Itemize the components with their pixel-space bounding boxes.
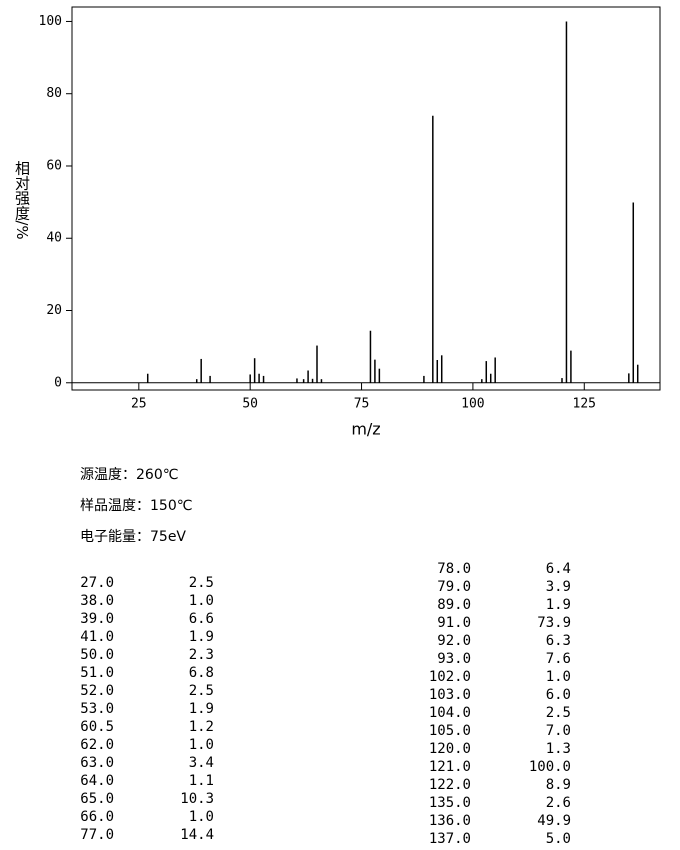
intensity: 2.3 — [188, 647, 214, 663]
mass: 53.0 — [80, 701, 114, 717]
intensity: 14.4 — [180, 827, 214, 843]
mass: 137.0 — [428, 831, 471, 847]
x-tick-label: 75 — [354, 397, 370, 412]
mass: 60.5 — [80, 719, 114, 735]
y-tick-label: 60 — [46, 158, 62, 173]
intensity: 1.9 — [188, 701, 214, 717]
intensity: 6.3 — [545, 633, 571, 649]
intensity: 1.0 — [188, 737, 214, 753]
y-tick-label: 20 — [46, 303, 62, 318]
mass: 50.0 — [80, 647, 114, 663]
intensity: 2.5 — [188, 575, 214, 591]
mass: 65.0 — [80, 791, 114, 807]
intensity: 1.3 — [545, 741, 571, 757]
intensity: 73.9 — [537, 615, 571, 631]
mass: 41.0 — [80, 629, 114, 645]
mass: 104.0 — [428, 705, 471, 721]
y-tick-label: 80 — [46, 86, 62, 101]
chart: m/z 相对强度/% 0 20 40 60 80 100 25 50 75 100 125 — [13, 6, 661, 439]
mass: 92.0 — [437, 633, 471, 649]
intensity: 3.9 — [545, 579, 571, 595]
x-tick-label: 100 — [461, 397, 484, 412]
intensity: 6.8 — [188, 665, 214, 681]
mass: 120.0 — [428, 741, 471, 757]
intensity: 7.6 — [545, 651, 571, 667]
mass: 91.0 — [437, 615, 471, 631]
condition: 源温度：260℃ — [80, 467, 179, 483]
intensity: 2.6 — [545, 795, 571, 811]
condition: 样品温度：150℃ — [80, 498, 193, 514]
intensity: 49.9 — [537, 813, 571, 829]
y-axis-label: 相对强度/% — [13, 160, 31, 239]
intensity: 2.5 — [545, 705, 571, 721]
mass: 102.0 — [428, 669, 471, 685]
plot-frame — [71, 6, 661, 391]
mass: 122.0 — [428, 777, 471, 793]
intensity: 6.4 — [545, 561, 571, 577]
intensity: 2.5 — [188, 683, 214, 699]
mass: 89.0 — [437, 597, 471, 613]
mass: 135.0 — [428, 795, 471, 811]
intensity: 1.0 — [545, 669, 571, 685]
mass: 66.0 — [80, 809, 114, 825]
mass: 62.0 — [80, 737, 114, 753]
intensity: 1.9 — [545, 597, 571, 613]
x-tick-label: 125 — [573, 397, 596, 412]
mass: 78.0 — [437, 561, 471, 577]
mass: 79.0 — [437, 579, 471, 595]
intensity: 7.0 — [545, 723, 571, 739]
y-tick-label: 40 — [46, 231, 62, 246]
intensity: 1.2 — [188, 719, 214, 735]
mass: 52.0 — [80, 683, 114, 699]
y-tick-label: 100 — [39, 14, 62, 29]
intensity: 1.0 — [188, 809, 214, 825]
mass: 77.0 — [80, 827, 114, 843]
mass: 121.0 — [428, 759, 471, 775]
intensity: 3.4 — [188, 755, 214, 771]
intensity: 1.0 — [188, 593, 214, 609]
intensity: 6.6 — [188, 611, 214, 627]
intensity: 6.0 — [545, 687, 571, 703]
mass: 51.0 — [80, 665, 114, 681]
x-tick-label: 50 — [242, 397, 258, 412]
x-tick-label: 25 — [131, 397, 147, 412]
intensity: 10.3 — [180, 791, 214, 807]
mass: 103.0 — [428, 687, 471, 703]
mass: 64.0 — [80, 773, 114, 789]
mass: 93.0 — [437, 651, 471, 667]
mass: 136.0 — [428, 813, 471, 829]
mass: 39.0 — [80, 611, 114, 627]
intensity: 8.9 — [545, 777, 571, 793]
intensity: 100.0 — [528, 759, 571, 775]
mass: 105.0 — [428, 723, 471, 739]
intensity: 5.0 — [545, 831, 571, 847]
mass: 38.0 — [80, 593, 114, 609]
x-axis-label: m/z — [351, 420, 380, 439]
intensity: 1.9 — [188, 629, 214, 645]
intensity: 1.1 — [188, 773, 214, 789]
mass: 63.0 — [80, 755, 114, 771]
y-tick-label: 0 — [54, 375, 62, 390]
mass: 27.0 — [80, 575, 114, 591]
condition: 电子能量：75eV — [80, 529, 187, 545]
